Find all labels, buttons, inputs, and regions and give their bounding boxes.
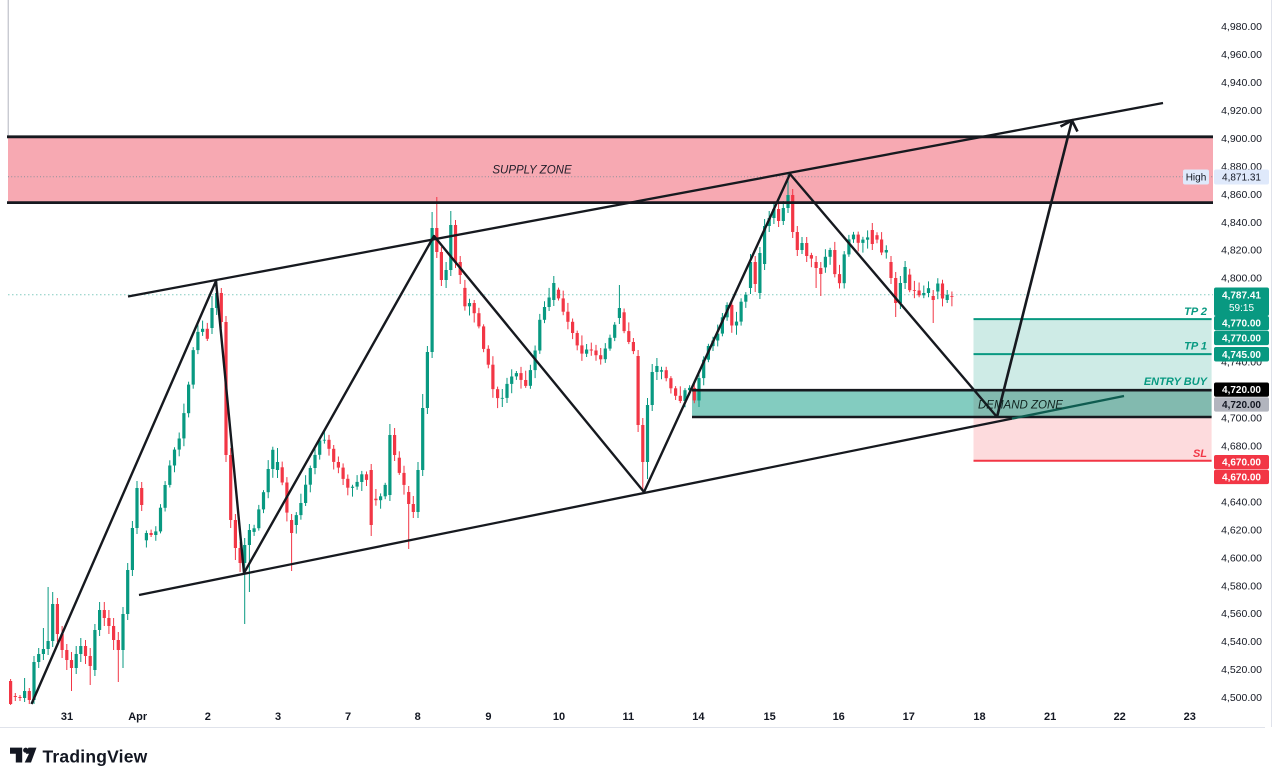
svg-text:4,700.00: 4,700.00 [1221,413,1262,425]
svg-text:4,720.00: 4,720.00 [1222,385,1261,396]
svg-text:2: 2 [205,711,211,723]
svg-text:7: 7 [345,711,351,723]
svg-text:4,560.00: 4,560.00 [1221,608,1262,620]
svg-text:4,840.00: 4,840.00 [1221,217,1262,229]
svg-text:4,770.00: 4,770.00 [1222,334,1261,345]
svg-text:4,670.00: 4,670.00 [1222,473,1261,484]
svg-text:3: 3 [275,711,281,723]
svg-text:TP 1: TP 1 [1184,341,1207,353]
svg-text:4,600.00: 4,600.00 [1221,552,1262,564]
svg-text:31: 31 [61,711,73,723]
svg-text:SUPPLY ZONE: SUPPLY ZONE [492,165,572,177]
svg-text:23: 23 [1184,711,1196,723]
svg-text:4,800.00: 4,800.00 [1221,273,1262,285]
svg-text:4,860.00: 4,860.00 [1221,189,1262,201]
svg-text:High: High [1186,173,1207,184]
svg-text:17: 17 [903,711,915,723]
svg-text:8: 8 [415,711,421,723]
svg-text:ENTRY BUY: ENTRY BUY [1144,376,1209,388]
svg-text:4,960.00: 4,960.00 [1221,49,1262,61]
svg-text:DEMAND ZONE: DEMAND ZONE [978,400,1063,412]
svg-text:TP 2: TP 2 [1184,306,1207,318]
svg-text:4,500.00: 4,500.00 [1221,692,1262,704]
svg-text:4,720.00: 4,720.00 [1222,400,1261,411]
svg-text:4,540.00: 4,540.00 [1221,636,1262,648]
svg-text:4,980.00: 4,980.00 [1221,21,1262,33]
svg-text:21: 21 [1044,711,1056,723]
svg-text:TradingView: TradingView [43,747,148,767]
svg-text:15: 15 [763,711,775,723]
svg-text:4,620.00: 4,620.00 [1221,524,1262,536]
svg-text:4,940.00: 4,940.00 [1221,77,1262,89]
svg-text:4,871.31: 4,871.31 [1222,173,1261,184]
svg-text:4,640.00: 4,640.00 [1221,496,1262,508]
svg-text:14: 14 [692,711,705,723]
svg-text:4,787.41: 4,787.41 [1222,291,1261,302]
svg-text:18: 18 [973,711,985,723]
svg-text:4,820.00: 4,820.00 [1221,245,1262,257]
svg-text:9: 9 [485,711,491,723]
svg-text:4,580.00: 4,580.00 [1221,580,1262,592]
svg-text:4,770.00: 4,770.00 [1222,319,1261,330]
svg-text:SL: SL [1193,448,1207,460]
svg-text:4,520.00: 4,520.00 [1221,664,1262,676]
svg-text:4,920.00: 4,920.00 [1221,105,1262,117]
svg-text:4,900.00: 4,900.00 [1221,133,1262,145]
svg-text:4,680.00: 4,680.00 [1221,441,1262,453]
svg-text:10: 10 [553,711,565,723]
svg-text:22: 22 [1114,711,1126,723]
svg-text:16: 16 [833,711,845,723]
svg-text:59:15: 59:15 [1229,303,1254,314]
svg-text:4,745.00: 4,745.00 [1222,350,1261,361]
svg-text:4,670.00: 4,670.00 [1222,458,1261,469]
svg-text:11: 11 [622,711,634,723]
svg-text:Apr: Apr [128,711,148,723]
